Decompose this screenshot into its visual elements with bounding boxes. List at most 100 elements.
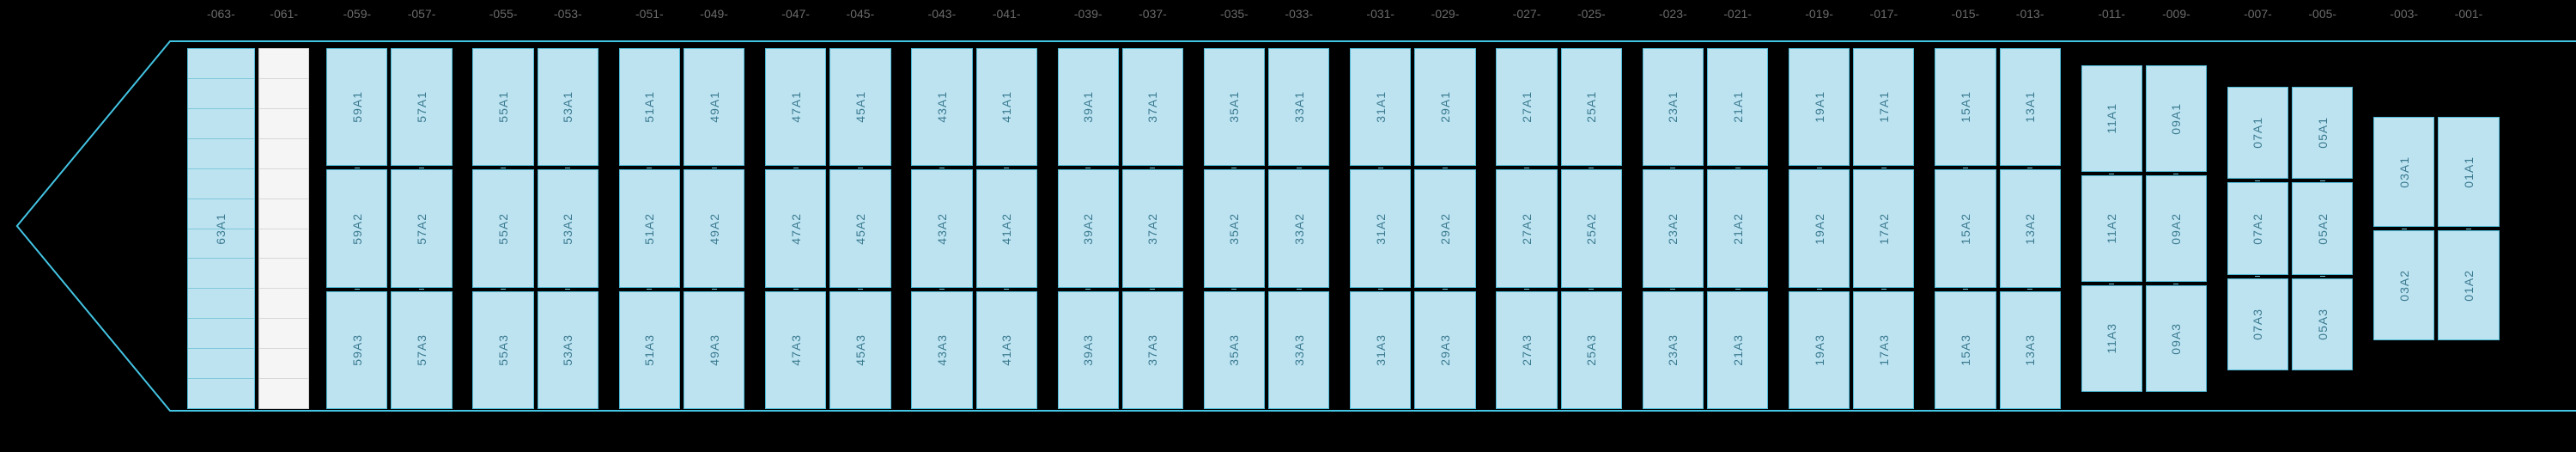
slot-21A3[interactable]: 21A3	[1707, 291, 1768, 409]
slot-53A2[interactable]: 53A2	[538, 169, 598, 287]
slot-33A3[interactable]: 33A3	[1268, 291, 1329, 409]
slot-31A2[interactable]: 31A2	[1350, 169, 1411, 287]
slot-59A3[interactable]: 59A3	[326, 291, 387, 409]
slot-label: 43A3	[935, 334, 949, 366]
slot-37A1[interactable]: 37A1	[1122, 48, 1183, 166]
slot-57A2[interactable]: 57A2	[391, 169, 452, 287]
slot-23A1[interactable]: 23A1	[1643, 48, 1704, 166]
slot-label: 13A1	[2023, 91, 2037, 123]
slot-49A3[interactable]: 49A3	[683, 291, 744, 409]
slot-07A2[interactable]: 07A2	[2227, 182, 2288, 274]
slot-27A2[interactable]: 27A2	[1496, 169, 1557, 287]
slot-label: 59A1	[350, 91, 364, 123]
slot-03A1[interactable]: 03A1	[2373, 117, 2434, 227]
slot-35A2[interactable]: 35A2	[1204, 169, 1265, 287]
slot-29A1[interactable]: 29A1	[1414, 48, 1475, 166]
slot-11A1[interactable]: 11A1	[2081, 65, 2142, 172]
slot-43A3[interactable]: 43A3	[911, 291, 972, 409]
slot-23A2[interactable]: 23A2	[1643, 169, 1704, 287]
slot-15A3[interactable]: 15A3	[1935, 291, 1996, 409]
slot-27A3[interactable]: 27A3	[1496, 291, 1557, 409]
slot-55A1[interactable]: 55A1	[472, 48, 533, 166]
slot-43A2[interactable]: 43A2	[911, 169, 972, 287]
slot-09A1[interactable]: 09A1	[2146, 65, 2207, 172]
slot-17A2[interactable]: 17A2	[1853, 169, 1914, 287]
slot-17A1[interactable]: 17A1	[1853, 48, 1914, 166]
slot-11A3[interactable]: 11A3	[2081, 285, 2142, 392]
slot-03A2[interactable]: 03A2	[2373, 230, 2434, 340]
slot-45A1[interactable]: 45A1	[829, 48, 890, 166]
slot-05A2[interactable]: 05A2	[2292, 182, 2353, 274]
slot-19A3[interactable]: 19A3	[1789, 291, 1850, 409]
slot-07A3[interactable]: 07A3	[2227, 278, 2288, 370]
slot-41A2[interactable]: 41A2	[976, 169, 1037, 287]
slot-59A2[interactable]: 59A2	[326, 169, 387, 287]
slot-45A2[interactable]: 45A2	[829, 169, 890, 287]
slot-19A2[interactable]: 19A2	[1789, 169, 1850, 287]
slot-51A3[interactable]: 51A3	[619, 291, 680, 409]
slot-55A3[interactable]: 55A3	[472, 291, 533, 409]
slot-13A3[interactable]: 13A3	[2000, 291, 2061, 409]
slot-07A1[interactable]: 07A1	[2227, 87, 2288, 179]
slot-35A3[interactable]: 35A3	[1204, 291, 1265, 409]
bay-pair-59-57: 59A1 59A259A3 57A157A257A3	[326, 48, 453, 409]
slot-21A2[interactable]: 21A2	[1707, 169, 1768, 287]
slot-47A2[interactable]: 47A2	[765, 169, 826, 287]
slot-41A1[interactable]: 41A1	[976, 48, 1037, 166]
slot-25A3[interactable]: 25A3	[1561, 291, 1622, 409]
slot-33A1[interactable]: 33A1	[1268, 48, 1329, 166]
slot-59A1[interactable]: 59A1	[326, 48, 387, 166]
slot-21A1[interactable]: 21A1	[1707, 48, 1768, 166]
slot-05A1[interactable]: 05A1	[2292, 87, 2353, 179]
slot-27A1[interactable]: 27A1	[1496, 48, 1557, 166]
slot-13A1[interactable]: 13A1	[2000, 48, 2061, 166]
slot-53A1[interactable]: 53A1	[538, 48, 598, 166]
slot-13A2[interactable]: 13A2	[2000, 169, 2061, 287]
slot-47A1[interactable]: 47A1	[765, 48, 826, 166]
slot-31A3[interactable]: 31A3	[1350, 291, 1411, 409]
slot-37A2[interactable]: 37A2	[1122, 169, 1183, 287]
slot-57A1[interactable]: 57A1	[391, 48, 452, 166]
slot-57A3[interactable]: 57A3	[391, 291, 452, 409]
slot-47A3[interactable]: 47A3	[765, 291, 826, 409]
bay-45: 45A145A245A3	[829, 48, 890, 409]
slot-33A2[interactable]: 33A2	[1268, 169, 1329, 287]
slot-15A1[interactable]: 15A1	[1935, 48, 1996, 166]
slot-11A2[interactable]: 11A2	[2081, 175, 2142, 282]
slot-25A1[interactable]: 25A1	[1561, 48, 1622, 166]
slot-09A2[interactable]: 09A2	[2146, 175, 2207, 282]
slot-29A3[interactable]: 29A3	[1414, 291, 1475, 409]
slot-55A2[interactable]: 55A2	[472, 169, 533, 287]
slot-15A2[interactable]: 15A2	[1935, 169, 1996, 287]
slot-39A3[interactable]: 39A3	[1058, 291, 1119, 409]
slot-09A3[interactable]: 09A3	[2146, 285, 2207, 392]
slot-29A2[interactable]: 29A2	[1414, 169, 1475, 287]
slot-49A2[interactable]: 49A2	[683, 169, 744, 287]
slot-23A3[interactable]: 23A3	[1643, 291, 1704, 409]
header-047: -047-	[781, 7, 810, 21]
bay-pair-07-05: 07A107A207A3 05A105A205A3	[2227, 87, 2354, 370]
slot-45A3[interactable]: 45A3	[829, 291, 890, 409]
bay-63-cell[interactable]: 63A1	[187, 48, 255, 409]
slot-41A3[interactable]: 41A3	[976, 291, 1037, 409]
slot-49A1[interactable]: 49A1	[683, 48, 744, 166]
slot-43A1[interactable]: 43A1	[911, 48, 972, 166]
slot-17A3[interactable]: 17A3	[1853, 291, 1914, 409]
slot-39A1[interactable]: 39A1	[1058, 48, 1119, 166]
header-049: -049-	[700, 7, 728, 21]
slot-39A2[interactable]: 39A2	[1058, 169, 1119, 287]
slot-01A1[interactable]: 01A1	[2438, 117, 2499, 227]
slot-51A1[interactable]: 51A1	[619, 48, 680, 166]
slot-01A2[interactable]: 01A2	[2438, 230, 2499, 340]
slot-19A1[interactable]: 19A1	[1789, 48, 1850, 166]
slot-35A1[interactable]: 35A1	[1204, 48, 1265, 166]
slot-53A3[interactable]: 53A3	[538, 291, 598, 409]
slot-37A3[interactable]: 37A3	[1122, 291, 1183, 409]
slot-label: 37A1	[1145, 91, 1159, 123]
slot-31A1[interactable]: 31A1	[1350, 48, 1411, 166]
slot-51A2[interactable]: 51A2	[619, 169, 680, 287]
slot-05A3[interactable]: 05A3	[2292, 278, 2353, 370]
slot-25A2[interactable]: 25A2	[1561, 169, 1622, 287]
header-027: -027-	[1513, 7, 1541, 21]
slot-label: 51A3	[642, 334, 656, 366]
